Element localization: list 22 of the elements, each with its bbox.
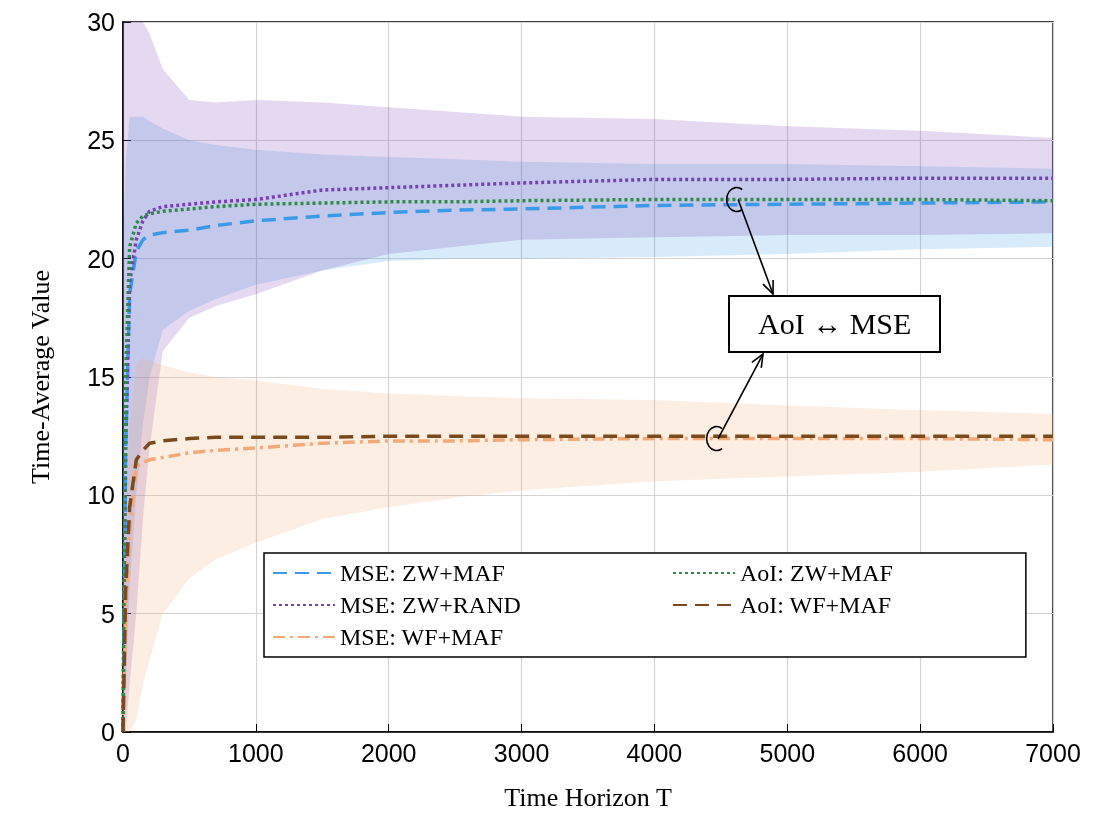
x-tick-label: 7000	[1025, 738, 1081, 767]
y-tick-label: 5	[101, 599, 115, 628]
y-axis-title: Time-Average Value	[25, 270, 55, 484]
x-tick-label: 6000	[892, 738, 948, 767]
y-tick-label: 30	[87, 8, 115, 36]
annotation: AoI ↔ MSE	[728, 295, 942, 353]
legend-label: AoI: ZW+MAF	[740, 560, 893, 586]
x-tick-label: 4000	[626, 738, 683, 767]
y-tick-label: 20	[87, 244, 115, 273]
legend-label: MSE: WF+MAF	[340, 624, 504, 650]
legend-label: AoI: WF+MAF	[740, 592, 892, 618]
x-axis-title: Time Horizon T	[504, 782, 672, 812]
legend-label: MSE: ZW+RAND	[340, 592, 521, 618]
x-tick-label: 3000	[493, 738, 550, 767]
y-tick-label: 10	[87, 481, 115, 510]
y-tick-label: 0	[101, 718, 115, 746]
legend-label: MSE: ZW+MAF	[340, 560, 505, 586]
x-tick-label: 2000	[360, 738, 417, 767]
x-tick-label: 1000	[228, 738, 284, 767]
y-tick-label: 25	[87, 126, 115, 155]
x-tick-label: 5000	[759, 738, 816, 767]
y-tick-label: 15	[87, 363, 115, 391]
